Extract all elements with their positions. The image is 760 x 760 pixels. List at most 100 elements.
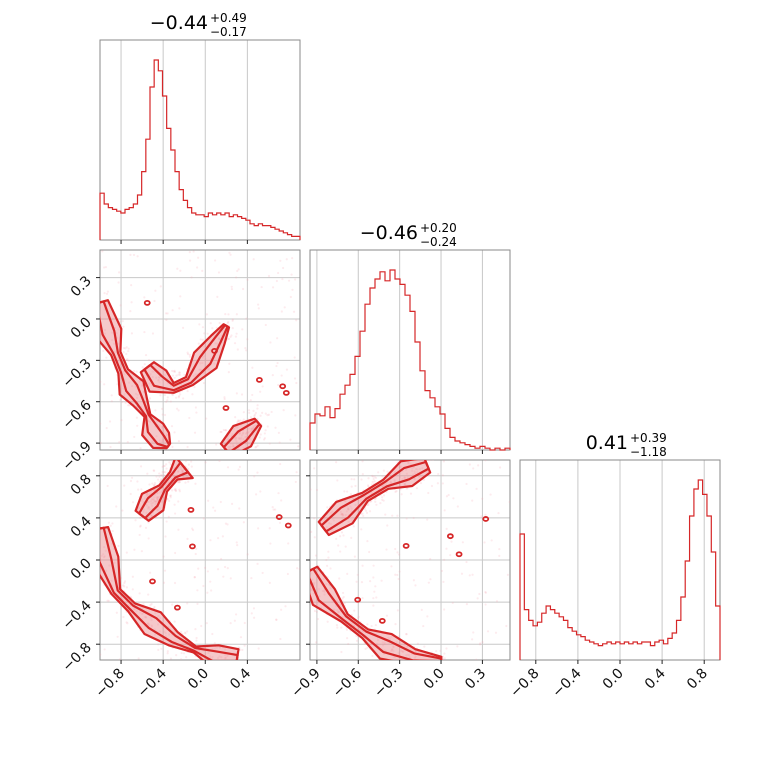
sample-point [450,540,453,543]
sample-point [313,467,316,470]
sample-point [379,502,382,505]
sample-point [199,368,202,371]
sample-point [150,625,153,628]
sample-point [449,553,452,557]
sample-point [129,604,132,607]
sample-point [427,581,430,584]
sample-point [178,488,181,491]
sample-point [120,419,123,422]
sample-point [155,376,158,379]
sample-point [413,665,415,667]
sample-point [254,424,257,427]
sample-point [356,573,359,576]
sample-point [307,585,309,587]
sample-point [122,387,125,390]
sample-point [122,347,126,350]
sample-point [154,409,157,412]
sample-point [471,573,474,576]
sample-point [231,450,233,452]
sample-point [423,662,425,664]
sample-point [350,507,353,510]
sample-point [141,498,144,501]
sample-point [150,515,153,518]
sample-point [253,475,256,478]
sample-point [295,381,298,385]
sample-point [151,482,154,485]
sample-point [100,422,102,425]
x-tick-label: 0.8 [684,666,711,693]
sample-point [104,549,107,552]
sample-point [416,661,418,663]
sample-point [124,347,127,350]
sample-point [360,528,363,531]
sample-point [150,498,153,501]
contour-fill [318,460,431,535]
sample-point [229,335,232,339]
sample-point [223,453,225,455]
sample-point [364,509,368,512]
sample-point [238,432,242,435]
sample-point [252,409,255,412]
sample-point [103,332,107,335]
contour-inner [320,460,430,533]
sample-point [371,654,374,658]
sample-point [169,494,173,497]
sample-point [123,373,126,376]
sample-point [226,567,229,570]
sample-point [317,588,320,591]
sample-point [277,383,280,387]
sample-point [407,461,410,464]
sample-point [499,466,502,469]
sample-point [236,348,239,351]
sample-point [252,607,256,610]
sample-point [156,492,159,495]
sample-point [366,646,369,649]
x-tick-label: −0.4 [135,665,170,700]
sample-point [399,641,402,644]
sample-point [396,609,399,612]
sample-point [397,635,400,638]
sample-point [386,470,389,473]
sample-point [110,400,113,403]
sample-point [196,266,199,269]
sample-point [224,657,227,660]
sample-point [220,669,222,671]
panel-frame [99,249,301,451]
sample-point [465,560,468,564]
sample-point [414,650,417,653]
sample-point [310,530,313,533]
sample-point [197,256,200,259]
sample-point [209,580,212,583]
sample-point [186,353,190,356]
sample-point [212,506,215,509]
sample-point [405,517,408,520]
sample-point [138,592,141,595]
sample-point [165,433,169,437]
sample-point [226,438,229,441]
sample-point [451,601,454,605]
sample-point [94,550,96,552]
sample-point [439,649,442,652]
sample-point [144,616,148,619]
sample-point [149,571,152,574]
sample-point [128,381,131,384]
sample-point [453,669,455,671]
sample-point [153,488,156,492]
sample-point [103,555,106,558]
sample-point [152,498,156,501]
sample-point [111,338,114,342]
sample-point [174,489,177,493]
sample-point [229,445,232,448]
sample-point [399,484,402,487]
y-tick-label: 0.0 [68,314,95,341]
sample-point [245,349,248,352]
sample-point [229,577,232,580]
sample-point [232,445,235,448]
title-minus: −1.18 [630,445,667,459]
sample-point [175,407,179,410]
sample-point [374,476,378,479]
sample-point [347,508,350,511]
sample-point [193,576,196,579]
y-tick-label: −0.9 [59,439,94,474]
sample-point [416,468,419,471]
